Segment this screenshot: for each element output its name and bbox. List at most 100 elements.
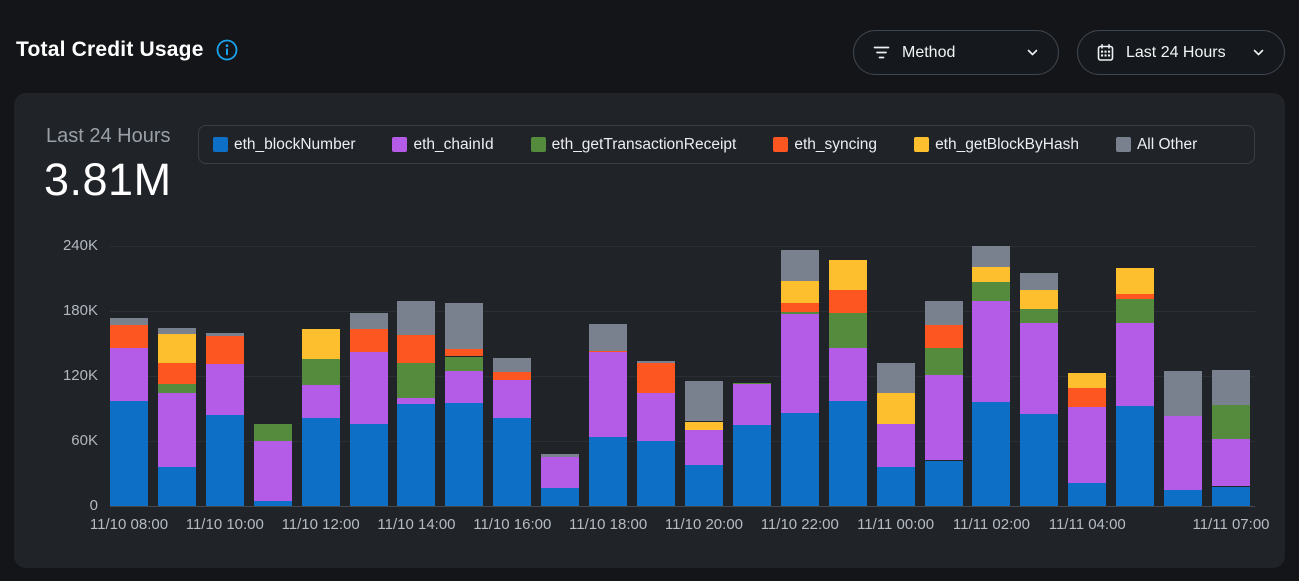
bar-11/10 10:00[interactable] — [205, 93, 244, 568]
bar-11/10 13:00[interactable] — [349, 93, 388, 568]
bar-11/11 00:00[interactable] — [876, 93, 915, 568]
bar-11/10 12:00[interactable] — [301, 93, 340, 568]
bar-11/10 15:00[interactable] — [445, 93, 484, 568]
bar-11/10 19:00[interactable] — [637, 93, 676, 568]
legend-item-All Other[interactable]: All Other — [1115, 136, 1197, 154]
time-range-dropdown[interactable]: Last 24 Hours — [1077, 30, 1285, 75]
bar-segment-eth_getBlockByHash — [157, 333, 196, 363]
x-axis-tick-label: 11/11 00:00 — [857, 516, 935, 533]
bar-segment-eth_blockNumber — [445, 403, 484, 506]
bar-segment-eth_getTransactionReceipt — [157, 383, 196, 394]
bar-11/11 07:00[interactable] — [1212, 93, 1250, 568]
bar-segment-All Other — [445, 303, 484, 349]
bar-11/10 17:00[interactable] — [541, 93, 580, 568]
y-axis-tick-label: 120K — [62, 367, 98, 384]
bar-segment-eth_chainId — [253, 441, 292, 501]
bar-segment-eth_chainId — [493, 380, 532, 419]
x-axis-tick-label: 11/11 02:00 — [952, 516, 1030, 533]
header-controls: Method Last 24 Hours — [853, 30, 1285, 75]
bar-segment-eth_blockNumber — [972, 402, 1011, 506]
bar-segment-eth_syncing — [157, 363, 196, 384]
bar-11/10 20:00[interactable] — [684, 93, 723, 568]
bar-segment-eth_getTransactionReceipt — [780, 312, 819, 315]
bar-segment-eth_chainId — [876, 423, 915, 467]
bar-11/10 08:00[interactable] — [110, 93, 148, 568]
chart-legend: eth_blockNumber eth_chainId eth_getTransac… — [198, 125, 1255, 164]
bar-segment-eth_blockNumber — [301, 418, 340, 506]
bar-segment-eth_getTransactionReceipt — [924, 347, 963, 375]
bar-segment-All Other — [1212, 369, 1250, 406]
usage-card: Last 24 Hours 3.81M eth_blockNumber eth_c… — [14, 93, 1285, 568]
bar-segment-eth_getBlockByHash — [876, 393, 915, 424]
x-axis-tick-label: 11/10 12:00 — [281, 516, 360, 533]
gridline — [110, 376, 1255, 377]
bar-segment-eth_blockNumber — [253, 500, 292, 506]
y-axis-tick-label: 180K — [62, 302, 98, 319]
bar-11/11 06:00[interactable] — [1164, 93, 1203, 568]
bar-segment-eth_chainId — [541, 457, 580, 488]
bar-segment-eth_chainId — [780, 314, 819, 413]
bar-segment-All Other — [1164, 370, 1203, 417]
legend-item-eth_getTransactionReceipt[interactable]: eth_getTransactionReceipt — [530, 135, 737, 154]
bar-segment-eth_getBlockByHash — [684, 421, 723, 431]
bar-segment-All Other — [780, 250, 819, 281]
bar-11/10 21:00[interactable] — [732, 93, 771, 568]
bar-segment-eth_chainId — [1116, 322, 1155, 407]
info-icon[interactable] — [215, 38, 239, 62]
bar-segment-eth_syncing — [1068, 387, 1107, 408]
bar-segment-eth_blockNumber — [876, 467, 915, 506]
bar-11/10 14:00[interactable] — [397, 93, 436, 568]
bar-segment-eth_blockNumber — [493, 418, 532, 506]
method-filter-label: Method — [902, 43, 956, 61]
bar-segment-eth_syncing — [924, 325, 963, 348]
bar-11/11 05:00[interactable] — [1116, 93, 1155, 568]
bar-segment-eth_getTransactionReceipt — [972, 281, 1011, 302]
bar-segment-All Other — [157, 328, 196, 334]
bar-segment-eth_blockNumber — [1116, 406, 1155, 506]
page-header: Total Credit Usage — [16, 38, 239, 62]
bar-11/10 18:00[interactable] — [589, 93, 628, 568]
bar-11/10 09:00[interactable] — [157, 93, 196, 568]
gridline — [110, 311, 1255, 312]
bar-11/11 02:00[interactable] — [972, 93, 1011, 568]
legend-swatch — [392, 137, 408, 152]
bar-11/10 22:00[interactable] — [780, 93, 819, 568]
legend-item-eth_blockNumber[interactable]: eth_blockNumber — [213, 136, 355, 154]
x-axis-tick-label: 11/10 16:00 — [473, 516, 552, 533]
summary-total-value: 3.81M — [44, 154, 172, 205]
bar-11/10 23:00[interactable] — [828, 93, 867, 568]
bar-segment-eth_blockNumber — [780, 412, 819, 506]
legend-label: eth_getTransactionReceipt — [551, 135, 737, 153]
bar-11/11 01:00[interactable] — [924, 93, 963, 568]
legend-item-eth_chainId[interactable]: eth_chainId — [392, 136, 494, 154]
bar-segment-eth_chainId — [157, 393, 196, 467]
time-range-label: Last 24 Hours — [1126, 43, 1226, 61]
legend-item-eth_syncing[interactable]: eth_syncing — [773, 136, 877, 154]
bar-11/11 04:00[interactable] — [1068, 93, 1107, 568]
bar-segment-eth_getTransactionReceipt — [732, 382, 771, 384]
bar-segment-eth_blockNumber — [589, 436, 628, 506]
credit-usage-chart: 0 60K 120K 180K 240K 11/10 08:00 11/10 10:00 11… — [14, 93, 1285, 568]
bar-11/10 16:00[interactable] — [493, 93, 532, 568]
bar-11/10 11:00[interactable] — [253, 93, 292, 568]
bar-11/11 03:00[interactable] — [1020, 93, 1059, 568]
bar-segment-eth_blockNumber — [1212, 486, 1250, 506]
x-axis-tick-label: 11/10 10:00 — [185, 516, 264, 533]
legend-swatch — [773, 137, 789, 152]
method-filter-dropdown[interactable]: Method — [853, 30, 1059, 75]
bar-segment-eth_getBlockByHash — [1068, 372, 1107, 388]
bar-segment-All Other — [493, 357, 532, 372]
bar-segment-eth_getTransactionReceipt — [828, 313, 867, 348]
bar-segment-eth_syncing — [205, 335, 244, 365]
bar-segment-eth_chainId — [1164, 416, 1203, 490]
x-axis-tick-label: 11/10 22:00 — [760, 516, 839, 533]
bar-segment-eth_chainId — [828, 347, 867, 401]
y-axis-tick-label: 60K — [71, 432, 98, 449]
bar-segment-eth_getBlockByHash — [301, 329, 340, 359]
bar-segment-All Other — [876, 363, 915, 394]
bar-segment-eth_syncing — [589, 351, 628, 353]
legend-item-eth_getBlockByHash[interactable]: eth_getBlockByHash — [914, 136, 1079, 154]
chevron-down-icon — [1251, 45, 1266, 60]
bar-segment-All Other — [541, 454, 580, 458]
